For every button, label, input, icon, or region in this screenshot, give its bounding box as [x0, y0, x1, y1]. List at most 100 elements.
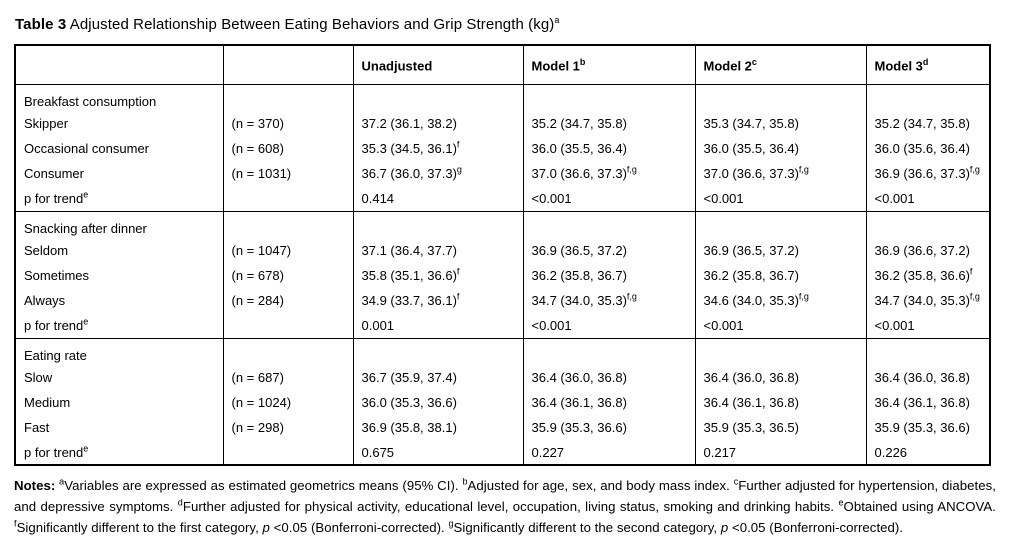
value-cell: 35.8 (35.1, 36.6)f: [352, 263, 523, 288]
n-cell: (n = 298): [222, 415, 353, 440]
empty-cell: [522, 83, 695, 111]
row-label-cell: Occasional consumer: [24, 141, 149, 156]
note-text: Significantly different to the second ca…: [453, 520, 721, 535]
n-cell: [222, 440, 353, 465]
section-title-row: Breakfast consumption: [15, 83, 990, 111]
row-label-cell: Sometimes: [24, 268, 90, 283]
table-row: Medium (n = 1024) 36.0 (35.3, 36.6) 36.4 (3…: [15, 390, 990, 415]
value-cell: 36.0 (35.5, 36.4): [694, 136, 866, 161]
empty-cell: [694, 83, 866, 111]
value-cell: 35.2 (34.7, 35.8): [522, 111, 695, 136]
row-label-cell: p for trende: [24, 443, 89, 460]
value-cell: 35.3 (34.7, 35.8): [694, 111, 866, 136]
value-cell: 36.0 (35.5, 36.4): [522, 136, 695, 161]
n-cell: (n = 370): [222, 111, 353, 136]
section-title-cell: Eating rate: [15, 337, 223, 365]
table-row: Occasional consumer (n = 608) 35.3 (34.5, …: [15, 136, 990, 161]
table-row: Slow (n = 687) 36.7 (35.9, 37.4) 36.4 (36.0…: [15, 365, 990, 390]
value-cell: 0.217: [694, 440, 866, 465]
value-cell: 0.675: [352, 440, 523, 465]
note-footnote-marker: d: [177, 497, 183, 508]
note-footnote-marker: a: [59, 476, 65, 487]
header-cell-model2: Model 2c: [694, 45, 866, 85]
value-cell: 36.2 (35.8, 36.6)f: [865, 263, 990, 288]
table-title-footnote-marker: a: [554, 15, 560, 25]
empty-cell: [694, 210, 866, 238]
note-text: Adjusted for age, sex, and body mass ind…: [467, 478, 734, 493]
value-cell: 36.4 (36.1, 36.8): [865, 390, 990, 415]
value-cell: 36.9 (36.5, 37.2): [522, 238, 695, 263]
row-label-cell: Fast: [24, 420, 50, 435]
row-label-cell: p for trende: [24, 189, 89, 206]
table-row: Skipper (n = 370) 37.2 (36.1, 38.2) 35.2 (3…: [15, 111, 990, 136]
note-footnote-marker: g: [448, 518, 454, 529]
empty-cell: [865, 337, 990, 365]
value-cell: 37.0 (36.6, 37.3)f,g: [522, 161, 695, 186]
section-title-cell: Snacking after dinner: [15, 210, 223, 238]
n-cell: (n = 1047): [222, 238, 353, 263]
value-cell: 37.1 (36.4, 37.7): [352, 238, 523, 263]
section-title-cell: Breakfast consumption: [15, 83, 223, 111]
footnote-marker: e: [83, 316, 89, 327]
footnote-marker: g: [456, 164, 462, 175]
footnote-marker: f: [456, 139, 460, 150]
table-header-row: Unadjusted Model 1b Model 2c Model 3d: [15, 45, 990, 85]
value-cell: 34.7 (34.0, 35.3)f,g: [865, 288, 990, 313]
table-row: Consumer (n = 1031) 36.7 (36.0, 37.3)g 37.0…: [15, 161, 990, 186]
footnote-marker: f,g: [626, 291, 637, 302]
footnote-marker: f,g: [969, 291, 980, 302]
note-text: Variables are expressed as estimated geo…: [64, 478, 463, 493]
value-cell: 36.2 (35.8, 36.7): [522, 263, 695, 288]
value-cell: 36.9 (36.5, 37.2): [694, 238, 866, 263]
table-body: Breakfast consumption Skipper (n = 370) 37.…: [15, 83, 990, 465]
value-cell: 35.9 (35.3, 36.6): [865, 415, 990, 440]
value-cell: <0.001: [522, 313, 695, 338]
header-cell-unadjusted: Unadjusted: [352, 45, 523, 85]
empty-cell: [222, 337, 353, 365]
value-cell: 36.9 (36.6, 37.3)f,g: [865, 161, 990, 186]
value-cell: <0.001: [865, 186, 990, 211]
note-text: <0.05 (Bonferroni-corrected).: [728, 520, 904, 535]
note-text: <0.05 (Bonferroni-corrected).: [269, 520, 449, 535]
value-cell: <0.001: [694, 186, 866, 211]
header-cell-model1: Model 1b: [522, 45, 695, 85]
row-label-cell: Skipper: [24, 116, 69, 131]
n-cell: (n = 1024): [222, 390, 353, 415]
footnote-marker: e: [83, 443, 89, 454]
row-label-cell: Always: [24, 293, 66, 308]
empty-cell: [352, 83, 523, 111]
row-label-cell: Slow: [24, 370, 53, 385]
n-cell: (n = 284): [222, 288, 353, 313]
note-footnote-marker: b: [462, 476, 468, 487]
n-cell: (n = 678): [222, 263, 353, 288]
empty-cell: [352, 337, 523, 365]
note-footnote-marker: e: [838, 497, 844, 508]
note-text: p: [720, 520, 729, 535]
header-cell-model3: Model 3d: [865, 45, 990, 85]
empty-cell: [352, 210, 523, 238]
n-cell: [222, 313, 353, 338]
note-footnote-marker: c: [733, 476, 739, 487]
row-label-cell: Seldom: [24, 243, 69, 258]
section-title-row: Snacking after dinner: [15, 210, 990, 238]
value-cell: 36.7 (35.9, 37.4): [352, 365, 523, 390]
n-cell: [222, 186, 353, 211]
table-title: Table 3 Adjusted Relationship Between Ea…: [15, 11, 997, 34]
table-row: Seldom (n = 1047) 37.1 (36.4, 37.7) 36.9 (3…: [15, 238, 990, 263]
value-cell: <0.001: [865, 313, 990, 338]
value-cell: 36.0 (35.3, 36.6): [352, 390, 523, 415]
value-cell: 0.227: [522, 440, 695, 465]
row-label-cell: p for trende: [24, 316, 89, 333]
value-cell: 36.9 (36.6, 37.2): [865, 238, 990, 263]
value-cell: <0.001: [522, 186, 695, 211]
value-cell: 0.226: [865, 440, 990, 465]
value-cell: 34.9 (33.7, 36.1)f: [352, 288, 523, 313]
table-notes: Notes: aVariables are expressed as estim…: [14, 475, 996, 538]
value-cell: 35.3 (34.5, 36.1)f: [352, 136, 523, 161]
table-row: p for trende 0.414 <0.001 <0.001 <0.001: [15, 186, 990, 211]
footnote-marker: e: [83, 189, 89, 200]
footnote-marker: f,g: [626, 164, 637, 175]
empty-cell: [694, 337, 866, 365]
value-cell: 36.2 (35.8, 36.7): [694, 263, 866, 288]
